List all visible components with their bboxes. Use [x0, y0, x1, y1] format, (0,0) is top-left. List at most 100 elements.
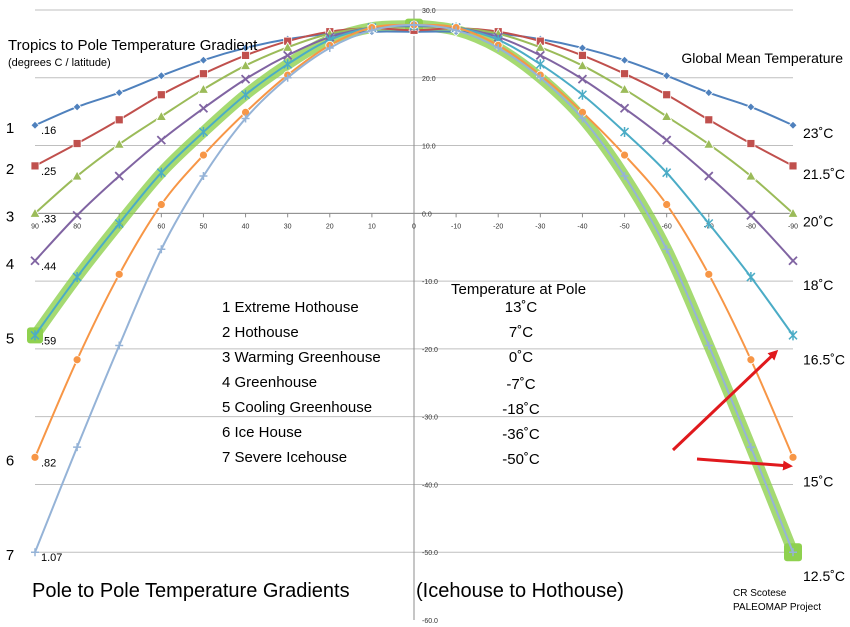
data-point	[494, 43, 503, 52]
data-point	[30, 161, 40, 171]
x-tick-label: 0	[412, 223, 416, 230]
data-point	[662, 90, 672, 100]
data-point	[576, 59, 589, 70]
data-point	[704, 341, 713, 350]
data-point	[535, 59, 545, 70]
x-tick-label: 90	[31, 223, 39, 230]
series-gmt-label: 23˚C	[803, 125, 833, 141]
data-point	[72, 355, 82, 365]
legend-row: 1 Extreme Hothouse 13˚C	[222, 299, 537, 316]
legend-name: 4 Greenhouse	[222, 374, 317, 391]
legend-row: 5 Cooling Greenhouse -18˚C	[222, 399, 540, 418]
data-point	[662, 135, 672, 145]
data-point	[746, 272, 756, 283]
data-point	[72, 102, 82, 112]
series-slope-label: .82	[41, 457, 56, 469]
bottom-title: Pole to Pole Temperature Gradients	[32, 580, 350, 602]
red-arrows	[671, 349, 793, 471]
series-number-label: 3	[6, 208, 14, 225]
series-gmt-label: 18˚C	[803, 277, 833, 293]
right-title: Global Mean Temperature	[681, 50, 843, 66]
legend-row: 6 Ice House -36˚C	[222, 424, 540, 443]
x-tick-label: -40	[577, 223, 587, 230]
data-point	[72, 272, 82, 283]
data-point	[73, 443, 82, 452]
data-point	[746, 355, 756, 365]
data-point	[704, 115, 714, 125]
data-point	[618, 83, 631, 94]
data-point	[746, 443, 755, 452]
series-slope-label: .59	[41, 335, 56, 347]
data-point	[620, 172, 629, 181]
series-slope-label: 1.07	[41, 552, 62, 564]
data-point	[788, 452, 798, 462]
highlight-band	[29, 20, 420, 341]
x-tick-label: 20	[326, 223, 334, 230]
data-point	[452, 26, 461, 35]
series-gmt-label: 15˚C	[803, 473, 833, 489]
data-point	[283, 59, 293, 70]
y-tick-label: -40.0	[422, 482, 438, 489]
legend-name: 5 Cooling Greenhouse	[222, 399, 372, 416]
data-point	[704, 269, 714, 279]
data-point	[703, 138, 715, 149]
x-tick-label: -90	[788, 223, 798, 230]
data-point	[662, 167, 672, 178]
data-point	[199, 150, 208, 160]
bottom-title-2: (Icehouse to Hothouse)	[416, 580, 624, 602]
data-point	[114, 269, 124, 279]
data-point	[241, 114, 250, 123]
data-point	[29, 207, 41, 218]
legend-name: 1 Extreme Hothouse	[222, 299, 359, 316]
series-gmt-label: 12.5˚C	[803, 568, 845, 584]
data-point	[787, 207, 799, 218]
x-tick-label: -20	[493, 223, 503, 230]
x-tick-label: 50	[200, 223, 208, 230]
data-point	[72, 139, 82, 148]
data-point	[367, 26, 376, 35]
data-point	[662, 200, 672, 209]
data-point	[788, 330, 798, 341]
series-number-label: 6	[6, 452, 14, 469]
data-point	[239, 59, 252, 70]
x-tick-label: -10	[451, 223, 461, 230]
x-tick-label: -50	[619, 223, 629, 230]
y-tick-label: -60.0	[422, 618, 438, 625]
data-point	[156, 167, 166, 178]
data-point	[662, 71, 672, 81]
legend-name: 6 Ice House	[222, 424, 302, 441]
credit-project: PALEOMAP Project	[733, 602, 821, 613]
data-point	[660, 110, 673, 121]
data-point	[325, 43, 334, 52]
data-point	[115, 341, 124, 350]
data-point	[114, 218, 124, 229]
chart-subtitle: (degrees C / latitude)	[8, 57, 111, 69]
data-point	[789, 548, 797, 557]
data-point	[157, 245, 166, 254]
data-point	[746, 139, 756, 148]
data-point	[535, 50, 545, 61]
data-point	[156, 90, 166, 100]
data-point	[114, 88, 124, 98]
data-point	[578, 114, 587, 123]
series-number-label: 4	[6, 256, 14, 273]
data-point	[155, 110, 168, 121]
annotations: Tropics to Pole Temperature Gradient (de…	[8, 37, 843, 613]
series-gmt-label: 16.5˚C	[803, 351, 845, 367]
x-tick-label: 60	[157, 223, 165, 230]
legend-name: 7 Severe Icehouse	[222, 449, 347, 466]
y-tick-label: 20.0	[422, 76, 436, 83]
data-point	[704, 218, 714, 229]
y-tick-label: -50.0	[422, 550, 438, 557]
data-point	[113, 138, 125, 149]
legend-row: 3 Warming Greenhouse 0˚C	[222, 349, 533, 366]
data-point	[619, 103, 630, 113]
data-point	[240, 74, 251, 84]
data-point	[199, 172, 208, 181]
series-slope-label: .33	[41, 213, 56, 225]
legend-row: 2 Hothouse 7˚C	[222, 324, 533, 341]
data-point	[283, 50, 293, 61]
data-point	[156, 135, 166, 145]
series-number-label: 5	[6, 330, 14, 347]
